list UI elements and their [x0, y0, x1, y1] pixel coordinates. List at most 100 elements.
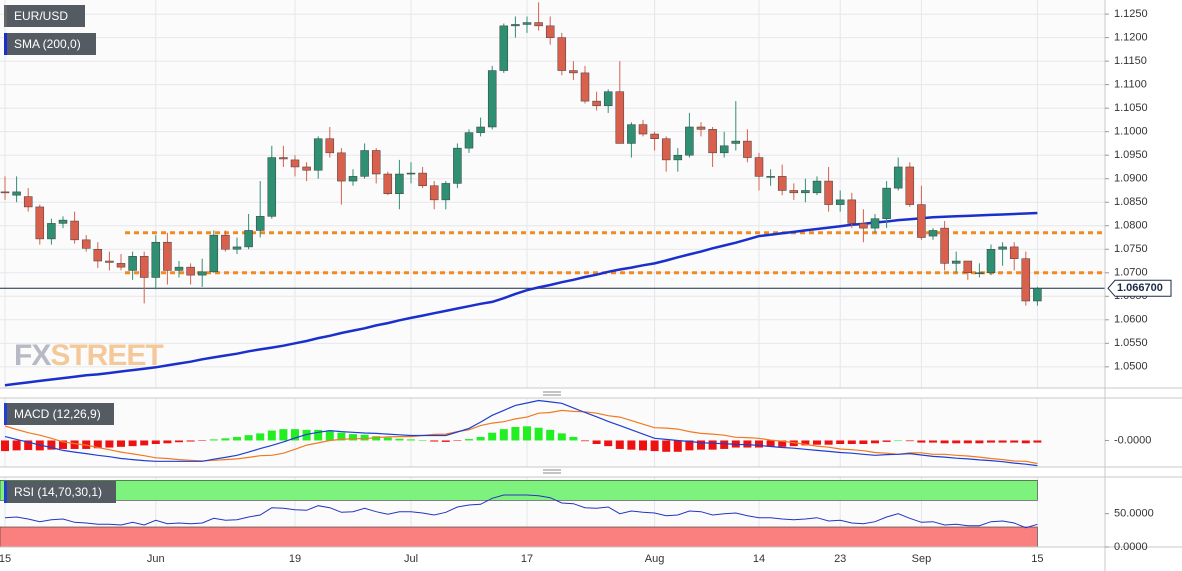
histogram-bar [12, 440, 21, 451]
watermark-part: FX [14, 339, 51, 372]
histogram-bar [882, 440, 891, 442]
candle-body [754, 157, 764, 177]
resize-handle[interactable] [543, 391, 561, 396]
candle-body [139, 256, 149, 278]
histogram-bar [685, 440, 694, 451]
histogram-bar [697, 440, 705, 450]
histogram-bar [499, 429, 508, 441]
candle-body [1021, 258, 1031, 302]
legend-box[interactable] [4, 5, 85, 27]
watermark: FXSTREET [14, 339, 163, 372]
histogram-bar [267, 430, 276, 441]
candle-body [824, 180, 833, 205]
histogram-bar [523, 426, 531, 441]
histogram-bar [418, 440, 427, 441]
candle-body [650, 133, 659, 139]
histogram-bar [349, 434, 357, 441]
histogram-bar [1033, 440, 1042, 443]
histogram-bar [720, 440, 729, 449]
candle-body [70, 220, 79, 241]
histogram-bar [650, 440, 659, 452]
resize-handle[interactable] [543, 469, 561, 474]
histogram-bar [488, 432, 497, 441]
x-tick-label: 17 [521, 553, 533, 565]
candle-body [557, 37, 567, 71]
rsi-line [4, 494, 1038, 529]
histogram-bar [789, 440, 798, 447]
histogram-bar [778, 440, 787, 447]
histogram-bar [708, 440, 717, 450]
candle-body [313, 138, 323, 171]
histogram-bar [59, 440, 67, 449]
x-tick-label: Sep [912, 553, 932, 565]
candle-body [441, 183, 451, 201]
candle-body [603, 91, 613, 107]
candle-body [395, 173, 404, 195]
candle-body [766, 176, 775, 178]
candle-body [58, 219, 68, 224]
legend-accent [4, 33, 7, 55]
candle-body [743, 140, 752, 158]
candle-body [661, 138, 671, 161]
legend-label: RSI (14,70,30,1) [14, 485, 102, 499]
candle-body [522, 22, 532, 25]
histogram-bar [175, 440, 183, 443]
candle-body [882, 187, 891, 219]
candle-body [627, 124, 636, 144]
candle-body [859, 223, 868, 229]
x-tick-label: Jun [147, 553, 165, 565]
last-price-tag [1107, 279, 1172, 297]
histogram-bar [905, 440, 914, 442]
last-price-label: 1.066700 [1117, 282, 1163, 294]
legend-box[interactable] [4, 403, 114, 425]
histogram-bar [105, 440, 114, 448]
candle-body [12, 191, 21, 196]
candle-body [789, 190, 799, 194]
histogram-bar [117, 440, 125, 447]
candle-body [81, 239, 91, 249]
histogram-bar [209, 439, 218, 441]
y-tick-label: 50.0000 [1114, 508, 1154, 520]
candle-body [221, 234, 230, 250]
candle-body [708, 129, 717, 154]
candle-body [499, 25, 509, 71]
histogram-bar [314, 429, 323, 441]
candle-body [47, 223, 56, 240]
candle-body [371, 150, 381, 175]
histogram-bar [1, 440, 9, 452]
candle-body [476, 126, 485, 133]
candle-body [812, 180, 822, 194]
y-tick-label: 1.1000 [1114, 126, 1148, 138]
legend-box[interactable] [4, 481, 116, 503]
candle-body [105, 260, 114, 263]
candle-body [487, 70, 497, 128]
candle-body [801, 190, 810, 194]
histogram-bar [233, 436, 241, 441]
candle-body [719, 145, 729, 154]
histogram-bar [963, 440, 972, 444]
candle-body [93, 249, 103, 262]
candle-body [151, 241, 161, 278]
histogram-bar [894, 440, 903, 441]
price-panel [0, 0, 1105, 388]
x-tick-label: 19 [289, 553, 301, 565]
candle-body [1009, 246, 1019, 259]
x-tick-label: Jul [404, 553, 418, 565]
legend-label: MACD (12,26,9) [14, 407, 101, 421]
histogram-bar [325, 430, 334, 441]
legend-accent [4, 5, 7, 27]
candle-body [963, 260, 973, 274]
candle-body [267, 157, 277, 217]
candle-body [534, 22, 543, 27]
candle-body [986, 249, 996, 274]
signal-line [4, 409, 1038, 465]
candle-body [128, 256, 137, 271]
candle-body [348, 176, 358, 182]
candle-body [685, 126, 694, 156]
candle-body [255, 216, 265, 231]
legend-box[interactable] [4, 33, 96, 55]
histogram-bar [383, 437, 392, 441]
candle-body [696, 126, 706, 130]
histogram-bar [824, 440, 833, 445]
